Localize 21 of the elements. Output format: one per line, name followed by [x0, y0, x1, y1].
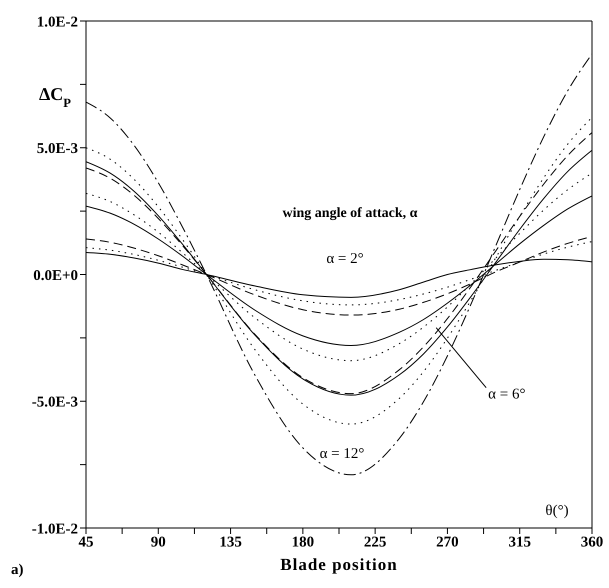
x-tick-label: 360	[580, 534, 604, 551]
x-tick-label: 225	[364, 534, 386, 551]
x-axis-title: Blade position	[280, 555, 398, 574]
annotation: wing angle of attack, α	[282, 206, 418, 221]
x-tick-label: 45	[78, 534, 94, 551]
y-axis-title: ΔC$_{P}$	[39, 84, 72, 110]
x-tick-label: 315	[508, 534, 531, 551]
y-tick-label: 0.0E+0	[33, 268, 78, 284]
y-tick-label: -5.0E-3	[32, 394, 78, 411]
x-tick-label: 180	[292, 534, 314, 551]
annotation: α = 12°	[320, 446, 364, 462]
annotation: α = 2°	[326, 251, 364, 267]
y-tick-label: -1.0E-2	[32, 521, 78, 538]
text: a)	[11, 562, 24, 578]
annotation: θ(°)	[545, 503, 569, 519]
y-tick-label: 5.0E-3	[36, 141, 78, 158]
x-tick-label: 90	[150, 534, 166, 551]
x-tick-label: 135	[219, 534, 242, 551]
x-tick-label: 270	[436, 534, 459, 551]
annotation: α = 6°	[488, 386, 526, 403]
y-tick-label: 1.0E-2	[36, 14, 78, 30]
